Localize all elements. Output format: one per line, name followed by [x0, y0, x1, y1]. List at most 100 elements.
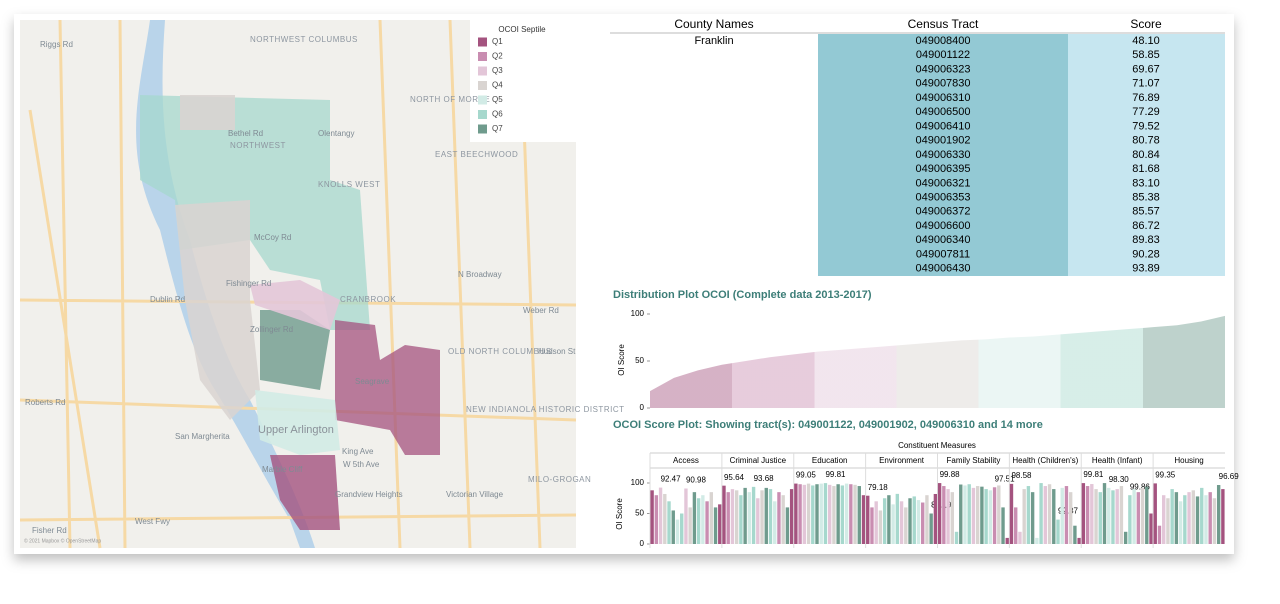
bar	[684, 488, 688, 544]
bar	[663, 493, 667, 544]
bar	[899, 501, 904, 544]
legend-label: Q2	[492, 52, 503, 61]
bar	[870, 507, 874, 544]
map-label: Victorian Village	[446, 490, 504, 499]
legend-label: Q5	[492, 95, 503, 104]
bar	[849, 484, 853, 544]
bar	[1136, 492, 1141, 544]
bar	[1123, 531, 1128, 544]
bar	[984, 489, 988, 544]
bar	[730, 489, 735, 544]
bar	[992, 487, 997, 544]
bar	[1119, 486, 1124, 544]
bar	[794, 483, 798, 544]
map-label: Hudson St	[538, 347, 576, 356]
bar	[929, 513, 933, 544]
map-label: CRANBROOK	[340, 295, 396, 304]
value-label: 93.68	[754, 474, 775, 483]
bar	[1077, 537, 1081, 544]
tract	[180, 95, 235, 130]
score-plot-title: OCOI Score Plot: Showing tract(s): 04900…	[613, 419, 1043, 431]
bar	[1018, 531, 1022, 544]
bar	[916, 500, 921, 544]
map-label: EAST BEECHWOOD	[435, 150, 518, 159]
bar	[1005, 537, 1009, 544]
bar	[811, 485, 815, 544]
bar	[874, 501, 878, 544]
panel-label: Housing	[1174, 456, 1203, 465]
bar	[722, 485, 726, 544]
bar	[1068, 492, 1073, 544]
value-label: 79.18	[868, 483, 889, 492]
header: Score	[1130, 17, 1162, 31]
bar	[963, 485, 967, 544]
bar	[933, 493, 938, 544]
bar	[844, 483, 849, 544]
map-label: NORTH OF MORSE	[410, 95, 490, 104]
bar	[667, 501, 671, 544]
map-label: Grandview Heights	[335, 490, 403, 499]
value-label: 99.87	[1058, 507, 1079, 516]
bar	[743, 487, 747, 544]
score: 80.78	[1132, 135, 1160, 147]
score-plot: 0 50 100 Access 92.47 90.98 Criminal Justice 95…	[631, 452, 1239, 548]
bar	[887, 495, 891, 544]
legend-swatch	[478, 37, 487, 47]
bar	[1098, 492, 1102, 544]
score: 76.89	[1132, 92, 1160, 104]
map-label: N Broadway	[458, 270, 502, 279]
bar	[671, 510, 675, 544]
bar	[1153, 483, 1157, 544]
panel-label: Health (Children's)	[1012, 456, 1078, 465]
y-tick-label: 100	[631, 478, 645, 487]
bar	[1208, 492, 1212, 544]
bar	[1111, 490, 1115, 544]
bar	[1009, 483, 1014, 544]
bar	[1047, 484, 1052, 544]
y-tick-label: 0	[640, 539, 645, 548]
bar	[1035, 537, 1039, 544]
census-tract: 049006410	[915, 120, 970, 132]
map-label: Fisher Rd	[32, 526, 67, 535]
map-label: Zollinger Rd	[250, 325, 293, 334]
bar	[1157, 525, 1162, 544]
y-tick-label: 50	[635, 509, 644, 518]
bar	[1132, 489, 1136, 544]
value-label: 99.05	[796, 471, 817, 480]
bar	[857, 486, 861, 544]
bar	[709, 492, 713, 544]
bar	[726, 492, 730, 544]
map-label: KNOLLS WEST	[318, 180, 380, 189]
bar	[942, 486, 946, 544]
legend-swatch	[478, 95, 487, 105]
bar	[1085, 486, 1090, 544]
bar	[1014, 507, 1018, 544]
bar	[756, 498, 760, 544]
bar	[921, 502, 925, 544]
score: 79.52	[1132, 120, 1160, 132]
tract	[255, 390, 340, 455]
bar	[1162, 495, 1166, 544]
value-label: 98.58	[1011, 471, 1032, 480]
legend-swatch	[478, 81, 487, 90]
bar	[946, 489, 950, 544]
bar	[1178, 501, 1183, 544]
bar	[954, 531, 959, 544]
bar	[1145, 486, 1149, 544]
value-label: 99.88	[940, 470, 961, 479]
bar	[781, 495, 785, 544]
distribution-plot: 0 50 100	[631, 309, 1225, 412]
bar	[1200, 487, 1204, 544]
bar	[692, 492, 697, 544]
bar	[798, 484, 802, 544]
bar	[1166, 498, 1170, 544]
bar	[747, 492, 752, 544]
bar	[1030, 492, 1035, 544]
distribution-area	[650, 315, 1225, 408]
map[interactable]: NORTHWEST COLUMBUS NORTH OF MORSE EAST B…	[19, 19, 624, 549]
score: 58.85	[1132, 49, 1160, 61]
legend-title: OCOI Septile	[498, 25, 546, 34]
legend-label: Q3	[492, 66, 503, 75]
